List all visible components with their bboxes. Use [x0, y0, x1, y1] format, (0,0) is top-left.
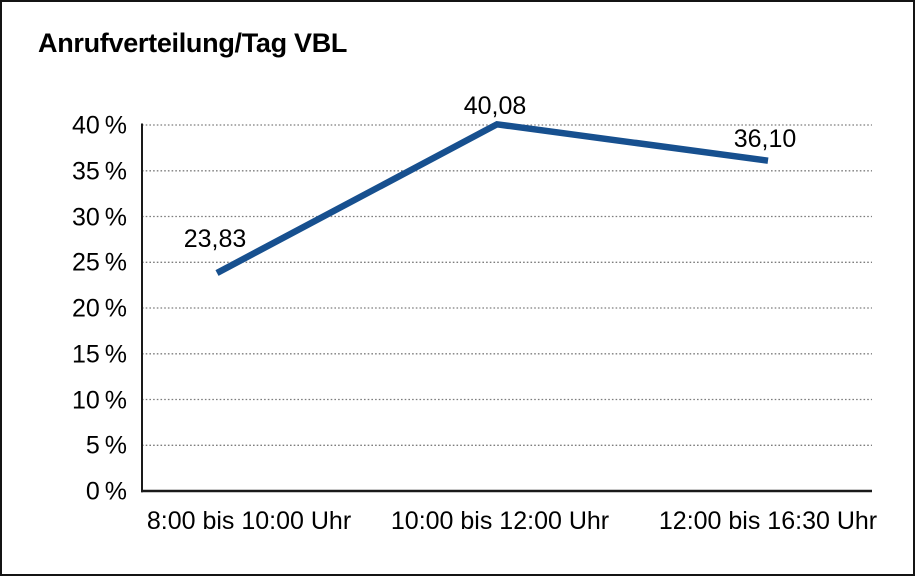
y-tick-label: 25 %	[71, 248, 127, 277]
chart-title: Anrufverteilung/Tag VBL	[38, 28, 348, 58]
x-category-label: 8:00 bis 10:00 Uhr	[146, 507, 352, 535]
y-tick-label: 30 %	[71, 203, 127, 231]
y-tick-label: 10 %	[71, 386, 127, 414]
data-point-label: 36,10	[733, 125, 797, 153]
y-tick-label: 35 %	[71, 157, 127, 186]
series-line	[215, 120, 769, 276]
y-tick-label: 0 %	[85, 477, 127, 506]
data-point-label: 40,08	[463, 92, 527, 120]
y-tick-label: 40 %	[71, 111, 127, 140]
y-tick-label: 20 %	[71, 294, 127, 323]
y-tick-label: 5 %	[85, 431, 127, 460]
x-category-label: 12:00 bis 16:30 Uhr	[658, 507, 878, 535]
y-tick-label: 15 %	[71, 340, 127, 369]
x-category-label: 10:00 bis 12:00 Uhr	[390, 507, 610, 535]
data-point-label: 23,83	[183, 225, 247, 253]
